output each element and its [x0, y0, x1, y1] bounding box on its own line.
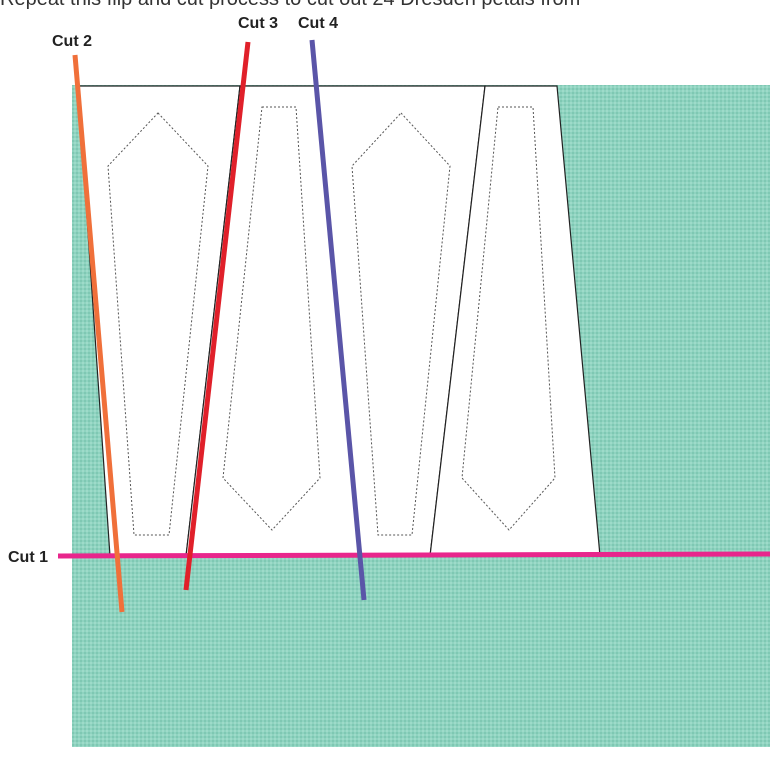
- petal-outline-2: [222, 106, 321, 531]
- cut-2-line: [72, 54, 125, 613]
- petal-outline-3: [351, 112, 451, 536]
- cut-3-line: [183, 41, 251, 591]
- cut-4-line: [309, 39, 367, 601]
- cut-1-label: Cut 1: [8, 549, 48, 566]
- cut-3-label: Cut 3: [238, 15, 278, 32]
- petal-outline-4: [461, 106, 556, 531]
- petal-outline-1: [107, 112, 209, 536]
- petal-outlines: [107, 106, 556, 536]
- cut-1-line: [57, 551, 770, 559]
- template-strip: [77, 85, 601, 557]
- cut-2-label: Cut 2: [52, 33, 92, 50]
- instruction-caption: Repeat this flip and cut process to cut …: [0, 0, 770, 10]
- cut-4-label: Cut 4: [298, 15, 338, 32]
